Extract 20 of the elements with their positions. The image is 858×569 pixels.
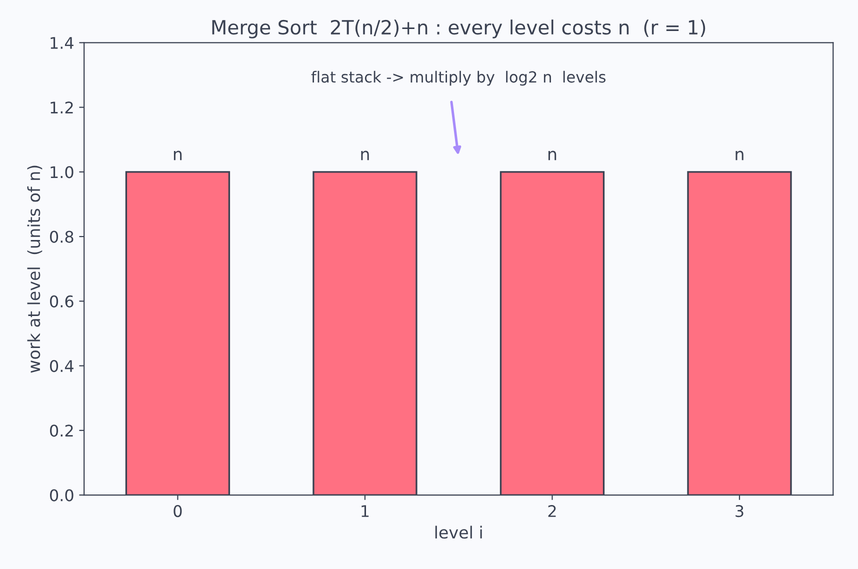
- y-tick-label: 1.2: [50, 102, 73, 114]
- y-tick-label: 0.8: [50, 230, 74, 243]
- y-tick-label: 0.0: [50, 489, 74, 502]
- chart-title: Merge Sort 2T(n/2)+n : every level costs n (r = 1): [212, 20, 706, 38]
- y-axis-title: work at level (units of n): [27, 166, 42, 373]
- annotation: flat stack -> multiply by log2 n levels: [311, 70, 606, 86]
- x-tick-label: 3: [736, 505, 744, 518]
- x-axis-title: level i: [435, 526, 482, 539]
- x-tick-label: 1: [362, 505, 369, 517]
- y-tick-label: 1.4: [50, 37, 74, 49]
- y-tick-label: 1.0: [50, 166, 74, 178]
- x-tick-label: 2: [548, 505, 556, 517]
- y-tick-label: 0.2: [50, 424, 73, 437]
- data-label: n: [174, 150, 182, 160]
- y-tick-label: 0.4: [50, 360, 74, 372]
- x-tick-label: 0: [174, 505, 182, 518]
- data-label: n: [361, 150, 369, 160]
- data-label: n: [736, 150, 744, 160]
- y-tick-label: 0.6: [50, 295, 74, 308]
- data-label: n: [548, 150, 556, 160]
